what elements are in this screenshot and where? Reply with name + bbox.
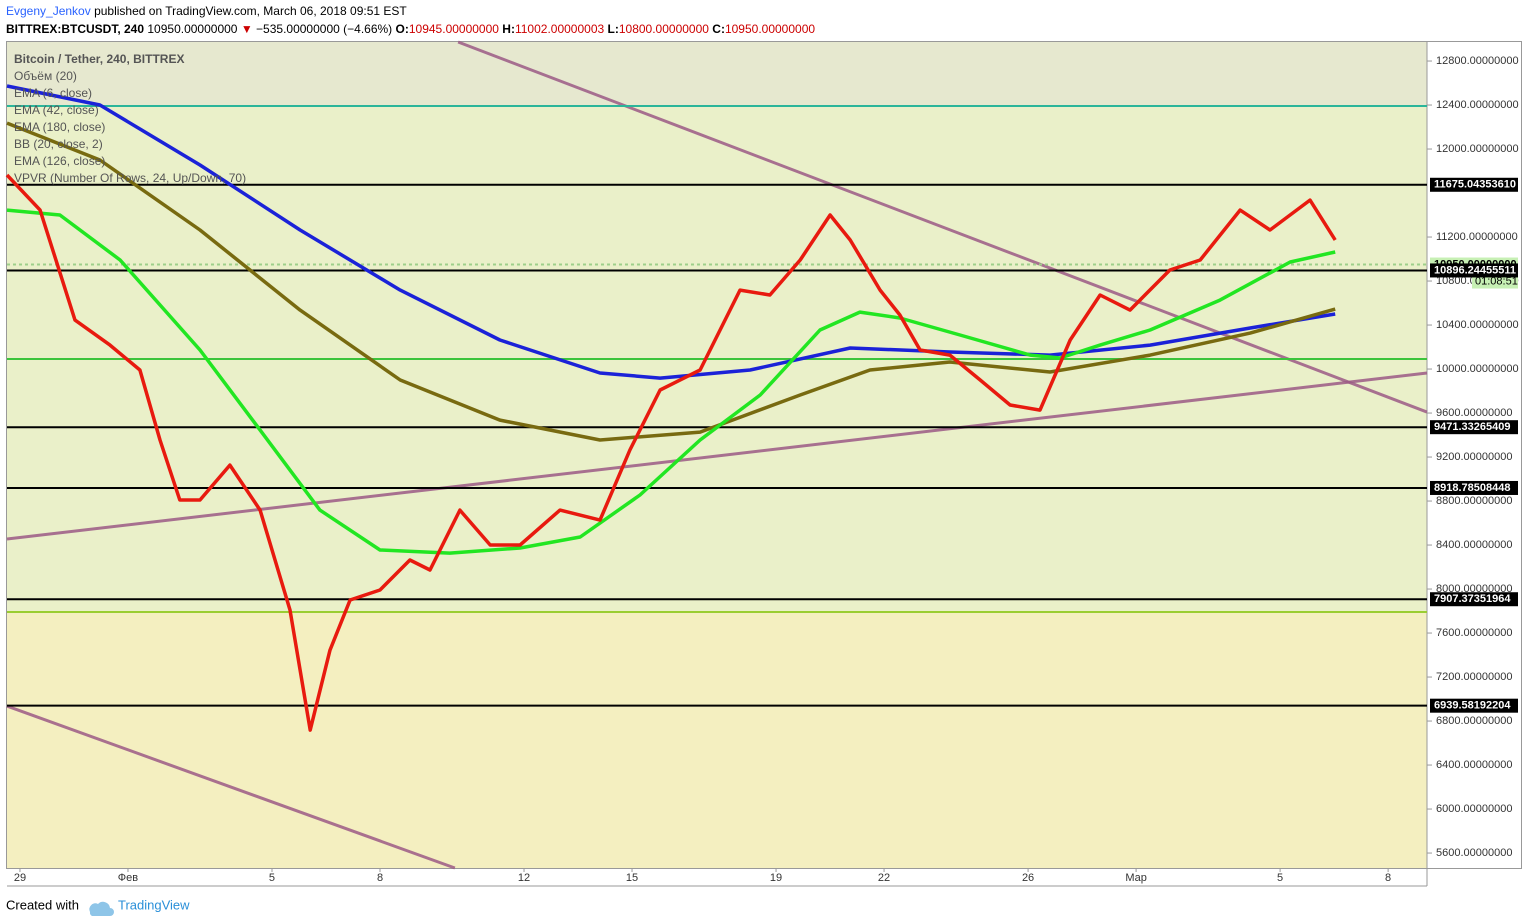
y-tick-label: 10800.00000000 (1436, 275, 1519, 287)
ohlc-label: O: (395, 22, 409, 36)
x-tick-label: 12 (518, 872, 530, 884)
y-tick-label: 9600.00000000 (1436, 407, 1512, 419)
trend-line (6, 371, 1428, 541)
y-tick-label: 8000.00000000 (1436, 583, 1512, 595)
y-tick-label: 12000.00000000 (1436, 143, 1519, 155)
ohlc-value: 10950.00000000 (724, 22, 816, 36)
y-tick-label: 9200.00000000 (1436, 451, 1512, 463)
legend-item: BB (20, close, 2) (14, 137, 103, 151)
level-badge (1430, 420, 1518, 435)
y-tick-label: 8400.00000000 (1436, 539, 1512, 551)
y-tick-label: 7600.00000000 (1436, 627, 1512, 639)
x-tick-label: 8 (377, 872, 383, 884)
y-tick-label: 5600.00000000 (1436, 847, 1512, 859)
level-label: 7907.37351964 (1434, 593, 1511, 605)
y-tick-label: 6000.00000000 (1436, 803, 1512, 815)
y-tick-label: 10400.00000000 (1436, 319, 1519, 331)
ema-line (5, 173, 1337, 732)
y-tick-label: 10000.00000000 (1436, 363, 1519, 375)
y-tick-label: 12400.00000000 (1436, 99, 1519, 111)
legend-item: EMA (126, close) (14, 154, 105, 168)
x-tick-label: 8 (1385, 872, 1391, 884)
countdown: 01:08:51 (1475, 275, 1518, 287)
countdown-badge (1472, 274, 1518, 289)
author[interactable]: Evgeny_Jenkov (6, 4, 91, 18)
zone (7, 42, 1427, 106)
footer-brand[interactable]: TradingView (118, 897, 190, 912)
trend-line (457, 40, 1428, 414)
x-tick-label: Фев (118, 872, 138, 884)
ema-line (6, 208, 1336, 555)
level-label: 10950.00000000 (1434, 258, 1517, 270)
publish-line: Evgeny_Jenkov published on TradingView.c… (6, 4, 407, 18)
published: published on TradingView.com, March 06, … (94, 4, 407, 18)
legend-item: EMA (42, close) (14, 103, 99, 117)
legend-item: EMA (6, close) (14, 86, 92, 100)
level-label: 9471.33265409 (1434, 421, 1510, 433)
change: −535.00000000 (−4.66%) (256, 22, 393, 36)
quote-line: BITTREX:BTCUSDT, 240 10950.00000000 ▼ −5… (6, 22, 815, 36)
y-tick-label: 11200.00000000 (1436, 231, 1518, 243)
x-tick-label: 22 (878, 872, 890, 884)
trend-line (6, 704, 456, 870)
ohlc-label: C: (712, 22, 725, 36)
x-tick-label: 5 (269, 872, 275, 884)
ohlc-value: 11002.00000003 (514, 22, 605, 36)
y-tick-label: 8800.00000000 (1436, 495, 1512, 507)
footer-created: Created with (6, 897, 79, 912)
level-badge (1430, 698, 1518, 713)
y-tick-label: 12800.00000000 (1436, 55, 1519, 67)
legend-item: Bitcoin / Tether, 240, BITTREX (14, 52, 184, 66)
symbol: BITTREX:BTCUSDT, 240 (6, 22, 145, 36)
zone (7, 612, 1427, 868)
legend-item: Объём (20) (14, 69, 77, 83)
level-badge (1430, 263, 1518, 278)
zone (7, 106, 1427, 612)
y-tick-label: 6400.00000000 (1436, 759, 1512, 771)
level-label: 6939.58192204 (1434, 700, 1511, 712)
x-tick-label: 19 (770, 872, 782, 884)
level-label: 11675.04353610 (1434, 179, 1516, 191)
arrow: ▼ (240, 22, 253, 36)
x-tick-label: 5 (1277, 872, 1283, 884)
y-tick-label: 6800.00000000 (1436, 715, 1512, 727)
ema-line (6, 121, 1336, 442)
ohlc-value: 10945.00000000 (408, 22, 499, 36)
ohlc-label: H: (502, 22, 515, 36)
last: 10950.00000000 (147, 22, 238, 36)
ohlc-label: L: (607, 22, 619, 36)
x-tick-label: Мар (1125, 872, 1147, 884)
level-label: 10896.24455511 (1434, 264, 1516, 276)
level-badge (1430, 480, 1518, 495)
ema-line (6, 84, 1336, 380)
legend-item: EMA (180, close) (14, 120, 105, 134)
level-badge (1430, 257, 1518, 272)
x-tick-label: 15 (626, 872, 638, 884)
ohlc-value: 10800.00000000 (618, 22, 709, 36)
level-badge (1430, 177, 1518, 192)
y-tick-label: 7200.00000000 (1436, 671, 1512, 683)
x-tick-label: 26 (1022, 872, 1034, 884)
level-label: 8918.78508448 (1434, 482, 1510, 494)
logo (89, 901, 114, 916)
frame (6, 41, 1522, 869)
level-badge (1430, 592, 1518, 607)
x-tick-label: 29 (14, 872, 26, 884)
legend-item: VPVR (Number Of Rows, 24, Up/Down, 70) (14, 171, 246, 185)
